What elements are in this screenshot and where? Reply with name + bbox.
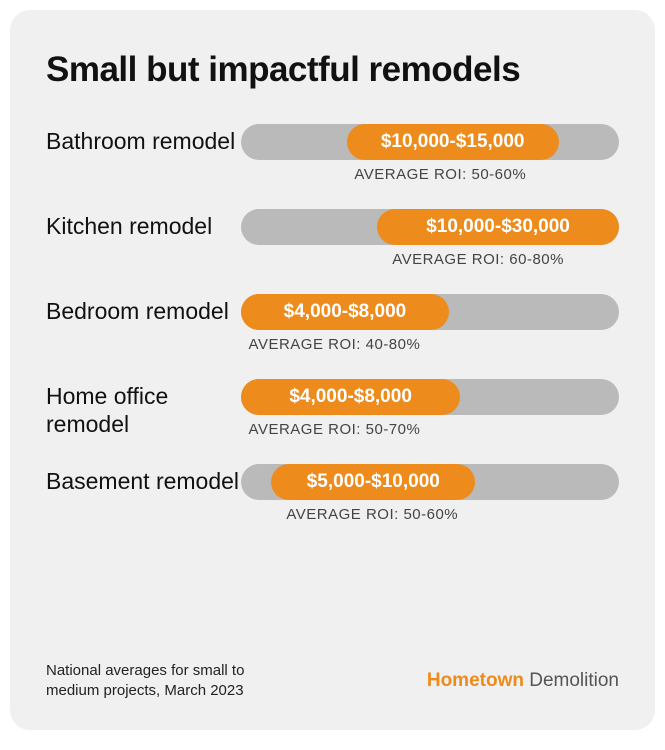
footnote: National averages for small to medium pr… [46,661,296,700]
brand-rest-text: Demolition [524,670,619,691]
remodel-label: Basement remodel [46,468,241,496]
footer: National averages for small to medium pr… [46,661,619,700]
bar-track: $4,000-$8,000 [241,294,619,330]
bar-fill: $10,000-$15,000 [347,124,559,160]
bar-col: $4,000-$8,000AVERAGE ROI: 40-80% [241,294,619,353]
bar-fill: $5,000-$10,000 [271,464,475,500]
brand-logo: Hometown Demolition [427,670,619,692]
remodel-row: Bathroom remodel$10,000-$15,000AVERAGE R… [46,124,619,183]
bar-fill: $10,000-$30,000 [377,209,619,245]
roi-label: AVERAGE ROI: 50-60% [286,506,664,523]
bar-col: $10,000-$15,000AVERAGE ROI: 50-60% [241,124,619,183]
roi-label: AVERAGE ROI: 50-70% [249,421,627,438]
label-col: Kitchen remodel [46,209,241,241]
remodel-row: Kitchen remodel$10,000-$30,000AVERAGE RO… [46,209,619,268]
price-label: $10,000-$30,000 [426,216,570,238]
price-label: $4,000-$8,000 [284,301,407,323]
bar-track: $5,000-$10,000 [241,464,619,500]
remodel-label: Bathroom remodel [46,128,241,156]
bar-track: $10,000-$15,000 [241,124,619,160]
roi-label: AVERAGE ROI: 50-60% [354,166,665,183]
remodel-row: Home office remodel$4,000-$8,000AVERAGE … [46,379,619,438]
bar-col: $10,000-$30,000AVERAGE ROI: 60-80% [241,209,619,268]
price-label: $10,000-$15,000 [381,131,525,153]
brand-accent-text: Hometown [427,670,524,691]
remodel-row: Bedroom remodel$4,000-$8,000AVERAGE ROI:… [46,294,619,353]
remodel-row: Basement remodel$5,000-$10,000AVERAGE RO… [46,464,619,523]
remodel-label: Bedroom remodel [46,298,241,326]
bar-fill: $4,000-$8,000 [241,379,460,415]
price-label: $5,000-$10,000 [307,471,440,493]
bar-track: $4,000-$8,000 [241,379,619,415]
roi-label: AVERAGE ROI: 60-80% [392,251,665,268]
infographic-card: Small but impactful remodels Bathroom re… [10,10,655,730]
label-col: Bedroom remodel [46,294,241,326]
bar-fill: $4,000-$8,000 [241,294,449,330]
roi-label: AVERAGE ROI: 40-80% [249,336,627,353]
label-col: Bathroom remodel [46,124,241,156]
price-label: $4,000-$8,000 [289,386,412,408]
bar-col: $4,000-$8,000AVERAGE ROI: 50-70% [241,379,619,438]
bar-track: $10,000-$30,000 [241,209,619,245]
remodel-label: Home office remodel [46,383,241,438]
remodel-label: Kitchen remodel [46,213,241,241]
label-col: Home office remodel [46,379,241,438]
page-title: Small but impactful remodels [46,50,619,90]
label-col: Basement remodel [46,464,241,496]
bar-col: $5,000-$10,000AVERAGE ROI: 50-60% [241,464,619,523]
rows-container: Bathroom remodel$10,000-$15,000AVERAGE R… [46,124,619,523]
